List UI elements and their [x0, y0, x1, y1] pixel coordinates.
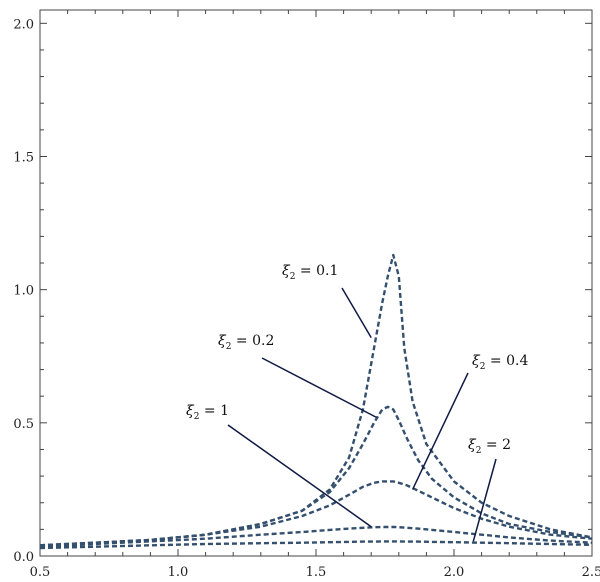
- annotations: ξ2 = 0.1 ξ2 = 0.2 ξ2 = 0.4 ξ2 = 1 ξ2 = 2: [186, 263, 528, 542]
- annotation-leader-line: [411, 372, 469, 490]
- x-tick-label: 1.5: [306, 565, 327, 580]
- tick-labels: 0.5 1.0 1.5 2.0 2.50.00.51.01.52.0: [13, 17, 600, 580]
- annotation-leader-line: [341, 287, 372, 338]
- y-tick-label: 1.0: [13, 284, 34, 299]
- y-tick-label: 0.5: [13, 417, 34, 432]
- series-line-2: [39, 405, 593, 547]
- series-group: [39, 253, 593, 550]
- y-tick-label: 1.5: [13, 150, 34, 165]
- annotation-leader-line: [472, 458, 497, 542]
- x-tick-label: 0.5: [30, 565, 51, 580]
- annotation-leader-line: [261, 357, 378, 419]
- series-line-3: [39, 480, 593, 547]
- annotation-label: ξ2 = 2: [468, 437, 511, 456]
- x-tick-label: 2.0: [444, 565, 465, 580]
- axis-ticks: [39, 10, 593, 557]
- annotation-label: ξ2 = 0.4: [472, 353, 528, 372]
- series-line-4: [39, 525, 593, 548]
- x-tick-label: 1.0: [168, 565, 189, 580]
- series-line-5: [39, 540, 593, 550]
- y-tick-label: 0.0: [13, 550, 34, 565]
- annotation-leader-line: [227, 424, 372, 528]
- plot-frame: [39, 9, 593, 557]
- x-tick-label: 2.5: [582, 565, 600, 580]
- annotation-label: ξ2 = 0.2: [218, 333, 274, 352]
- annotation-label: ξ2 = 0.1: [282, 263, 338, 282]
- y-tick-label: 2.0: [13, 17, 34, 32]
- annotation-label: ξ2 = 1: [186, 403, 229, 422]
